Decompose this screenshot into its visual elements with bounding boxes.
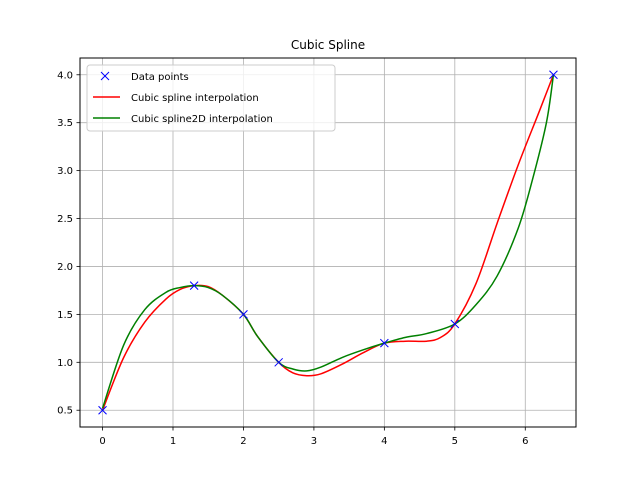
series-line: [101, 74, 555, 411]
chart-title: Cubic Spline: [291, 38, 365, 52]
legend-label: Data points: [131, 72, 189, 83]
y-tick-label: 4.0: [57, 70, 73, 81]
x-tick-label: 3: [311, 436, 317, 447]
y-tick-label: 0.5: [57, 406, 73, 417]
x-tick-label: 4: [381, 436, 387, 447]
x-tick-label: 2: [240, 436, 246, 447]
y-tick-label: 3.5: [57, 118, 73, 129]
marker-stroke: [549, 70, 558, 80]
legend-marker: [100, 71, 110, 81]
marker-stroke: [380, 338, 389, 348]
x-tick-label: 6: [522, 436, 528, 447]
x-tick-label: 1: [170, 436, 176, 447]
marker-stroke: [100, 71, 110, 81]
legend-box: [86, 64, 336, 132]
marker-stroke: [189, 281, 199, 290]
y-tick-label: 1.5: [57, 310, 73, 321]
plot-area-frame: [79, 57, 577, 428]
axis-ticks: 0 1 2 3 4 5 6 0.5 1.0 1.5 2.0 2.5 3.0 3.5 4.0: [57, 70, 528, 447]
data-point-marker: [380, 338, 389, 348]
data-point-marker: [549, 70, 558, 80]
x-tick-label: 0: [99, 436, 105, 447]
y-tick-label: 2.0: [57, 262, 73, 273]
legend: Data points Cubic spline interpolation Cub…: [86, 64, 336, 132]
plot-series: [98, 70, 558, 415]
data-point-marker: [239, 310, 248, 319]
y-tick-label: 1.0: [57, 358, 73, 369]
data-point-marker: [274, 357, 284, 367]
marker-stroke: [274, 357, 284, 367]
series-line: [101, 74, 555, 409]
y-tick-label: 3.0: [57, 166, 73, 177]
legend-label: Cubic spline interpolation: [131, 93, 259, 104]
data-point-marker: [98, 405, 107, 415]
data-point-marker: [450, 319, 460, 329]
legend-label: Cubic spline2D interpolation: [131, 114, 273, 125]
marker-stroke: [239, 310, 248, 319]
marker-stroke: [450, 319, 460, 329]
data-point-marker: [189, 281, 199, 290]
y-tick-label: 2.5: [57, 214, 73, 225]
marker-stroke: [98, 405, 107, 415]
x-tick-label: 5: [452, 436, 458, 447]
